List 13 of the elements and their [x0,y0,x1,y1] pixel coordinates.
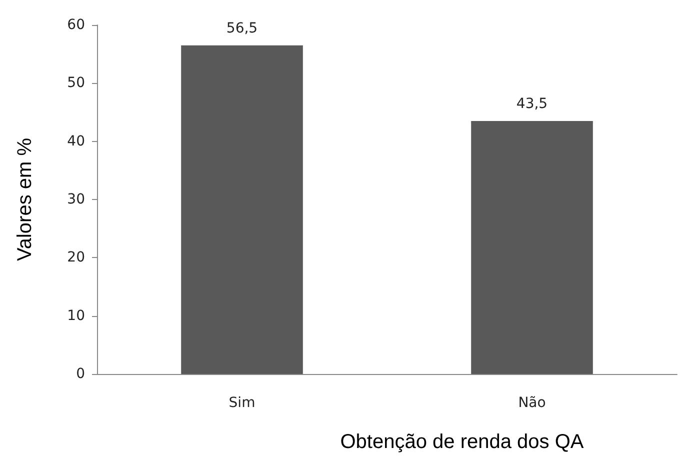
y-tick-label: 0 [76,366,85,382]
y-axis-title: Valores em % [14,138,36,262]
y-tick-label: 60 [67,17,85,33]
y-tick-label: 20 [67,250,85,266]
y-tick-label: 30 [67,192,85,208]
data-label: 56,5 [226,20,258,36]
y-tick-label: 10 [67,308,85,324]
y-tick-label: 40 [67,133,85,150]
y-tick-label: 50 [67,75,85,92]
x-tick-label: Sim [228,395,256,411]
data-label: 43,5 [516,96,548,112]
x-tick-label: Não [518,395,546,411]
x-axis-title: Obtenção de renda dos QA [340,431,584,453]
